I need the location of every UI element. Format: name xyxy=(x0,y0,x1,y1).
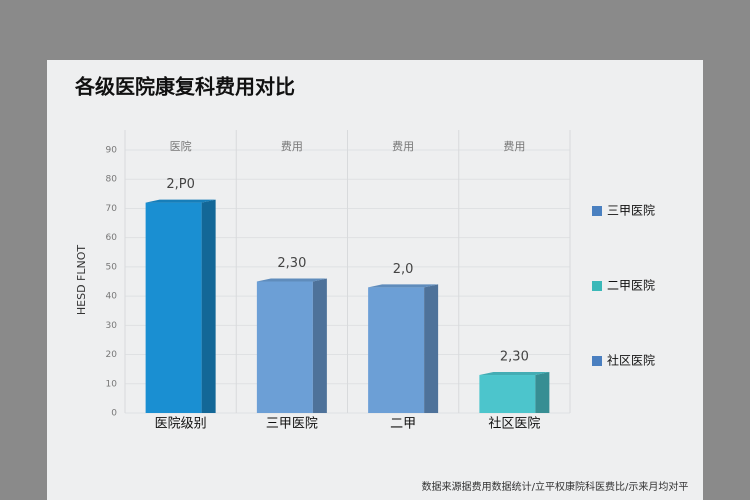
y-tick-label: 10 xyxy=(106,379,118,389)
x-tick-label: 三甲医院 xyxy=(266,417,318,432)
y-axis-label: HESD FLNOT xyxy=(75,245,88,316)
y-tick-label: 50 xyxy=(106,262,118,272)
y-tick-label: 30 xyxy=(106,321,118,331)
column-header: 医院 xyxy=(170,139,192,153)
y-tick-label: 60 xyxy=(106,233,118,243)
bar-face xyxy=(479,375,536,413)
bar-face xyxy=(256,278,327,282)
x-tick-label: 二甲 xyxy=(390,417,416,432)
column-header: 费用 xyxy=(392,140,414,153)
bar xyxy=(368,284,439,413)
y-tick-label: 80 xyxy=(106,175,118,185)
x-tick-label: 医院级别 xyxy=(155,417,207,432)
legend-label: 社区医院 xyxy=(607,353,655,368)
y-tick-label: 40 xyxy=(106,292,118,302)
bar-face xyxy=(368,284,439,288)
bar-note: 2,P0 xyxy=(166,177,195,192)
x-tick-label: 社区医院 xyxy=(488,416,540,432)
legend-swatch xyxy=(592,206,602,216)
bar-note: 2,30 xyxy=(277,256,306,271)
card xyxy=(47,60,703,500)
y-tick-label: 90 xyxy=(106,146,118,156)
bar-face xyxy=(368,287,425,413)
bar-face xyxy=(479,372,550,376)
column-header: 费用 xyxy=(503,140,525,153)
bar-note: 2,0 xyxy=(393,262,414,277)
y-tick-label: 70 xyxy=(106,204,118,214)
bar-face xyxy=(145,199,216,203)
chart-title: 各级医院康复科费用对比 xyxy=(74,75,295,99)
bar xyxy=(479,372,550,413)
bar-face xyxy=(145,202,202,413)
bar-face xyxy=(424,284,439,413)
bar xyxy=(256,278,327,413)
bar-face xyxy=(201,199,216,413)
legend-swatch xyxy=(592,281,602,291)
y-tick-label: 20 xyxy=(106,350,118,360)
legend-label: 三甲医院 xyxy=(607,204,655,218)
legend-swatch xyxy=(592,356,602,366)
bar-face xyxy=(312,278,327,413)
bar-note: 2,30 xyxy=(500,350,529,365)
bar-face xyxy=(535,372,550,413)
footer: 数据来源据费用数据统计/立平权康院科医费比/示来月均对平 xyxy=(422,480,689,493)
bar xyxy=(145,199,216,413)
y-tick-label: 0 xyxy=(111,409,117,419)
column-header: 费用 xyxy=(281,140,303,153)
legend-label: 二甲医院 xyxy=(607,279,655,293)
bar-face xyxy=(256,281,313,413)
